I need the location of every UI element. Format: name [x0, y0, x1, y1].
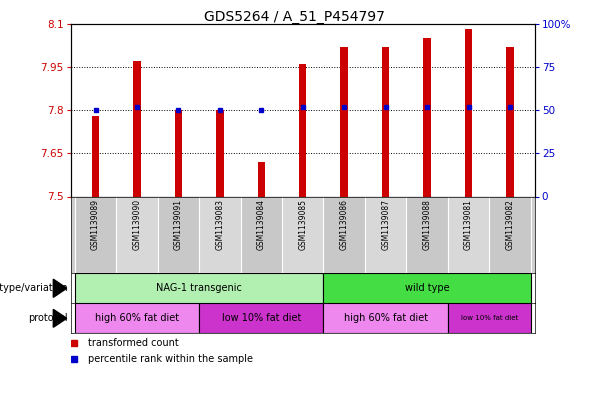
- Text: low 10% fat diet: low 10% fat diet: [461, 315, 518, 321]
- Text: high 60% fat diet: high 60% fat diet: [95, 313, 179, 323]
- Bar: [448, 303, 531, 333]
- Bar: [406, 196, 448, 273]
- Bar: [199, 303, 323, 333]
- Bar: [75, 303, 199, 333]
- Bar: [75, 196, 116, 273]
- Text: GSM1139081: GSM1139081: [464, 199, 473, 250]
- Bar: [506, 47, 514, 196]
- Text: high 60% fat diet: high 60% fat diet: [343, 313, 428, 323]
- Text: GSM1139088: GSM1139088: [422, 199, 432, 250]
- Bar: [365, 196, 406, 273]
- Bar: [423, 38, 431, 197]
- Bar: [323, 303, 448, 333]
- Bar: [175, 110, 182, 196]
- Bar: [299, 64, 306, 196]
- Bar: [489, 196, 531, 273]
- Text: GSM1139086: GSM1139086: [340, 199, 349, 250]
- Polygon shape: [53, 309, 67, 327]
- Text: low 10% fat diet: low 10% fat diet: [221, 313, 301, 323]
- Bar: [240, 196, 282, 273]
- Bar: [216, 110, 224, 196]
- Text: wild type: wild type: [405, 283, 449, 293]
- Bar: [382, 47, 389, 196]
- Bar: [158, 196, 199, 273]
- Bar: [323, 273, 531, 303]
- Text: GSM1139089: GSM1139089: [91, 199, 100, 250]
- Text: GSM1139091: GSM1139091: [174, 199, 183, 250]
- Polygon shape: [53, 279, 67, 298]
- Text: GDS5264 / A_51_P454797: GDS5264 / A_51_P454797: [204, 10, 385, 24]
- Text: GSM1139087: GSM1139087: [381, 199, 390, 250]
- Bar: [448, 196, 489, 273]
- Text: percentile rank within the sample: percentile rank within the sample: [88, 354, 253, 364]
- Bar: [75, 273, 323, 303]
- Bar: [465, 29, 472, 196]
- Text: NAG-1 transgenic: NAG-1 transgenic: [156, 283, 242, 293]
- Bar: [323, 196, 365, 273]
- Bar: [340, 47, 348, 196]
- Bar: [257, 162, 265, 196]
- Text: genotype/variation: genotype/variation: [0, 283, 68, 293]
- Bar: [92, 116, 100, 196]
- Bar: [133, 61, 141, 196]
- Text: GSM1139083: GSM1139083: [216, 199, 224, 250]
- Text: transformed count: transformed count: [88, 338, 179, 348]
- Bar: [199, 196, 240, 273]
- Text: GSM1139084: GSM1139084: [257, 199, 266, 250]
- Text: GSM1139085: GSM1139085: [298, 199, 307, 250]
- Bar: [282, 196, 323, 273]
- Text: GSM1139082: GSM1139082: [505, 199, 514, 250]
- Text: GSM1139090: GSM1139090: [133, 199, 141, 250]
- Bar: [116, 196, 158, 273]
- Text: protocol: protocol: [28, 313, 68, 323]
